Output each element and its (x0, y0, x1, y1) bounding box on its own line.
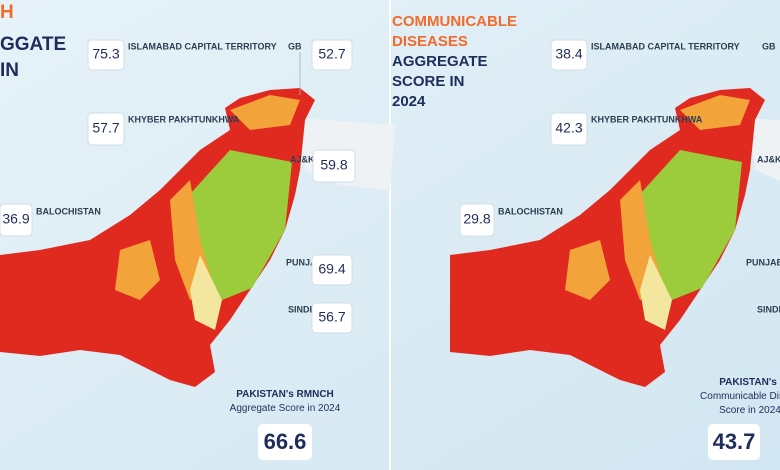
region-name: AJ&K (290, 154, 315, 164)
national-label: Communicable Dis (700, 391, 780, 402)
region-score: 52.7 (318, 46, 345, 62)
title-line: COMMUNICABLE (392, 13, 517, 30)
region-name: SINDH (288, 304, 316, 314)
national-score-box (708, 424, 760, 460)
region-name: ISLAMABAD CAPITAL TERRITORY (591, 41, 740, 51)
score-box (312, 149, 356, 183)
score-box (311, 39, 353, 71)
national-label: PAKISTAN's (719, 377, 777, 388)
region-score: 59.8 (320, 157, 347, 173)
region-name: PUNJAB (286, 257, 324, 267)
score-box (459, 203, 495, 237)
region-name: GB (288, 41, 302, 51)
region-name: BALOCHISTAN (36, 206, 101, 216)
right-panel: COMMUNICABLE DISEASES AGGREGATE SCORE IN… (392, 13, 780, 460)
region-name: PUNJAB (746, 257, 780, 267)
region-score: 29.8 (463, 211, 490, 227)
region-name: SINDH (757, 304, 780, 314)
region-score: 69.4 (318, 261, 345, 277)
left-panel: H GGATE IN 75.3 ISLAMABAD CAPITAL TERRIT… (0, 2, 395, 460)
region-name: ISLAMABAD CAPITAL TERRITORY (128, 41, 277, 51)
score-box (87, 112, 125, 146)
score-box (311, 254, 353, 286)
region-name: GB (762, 41, 776, 51)
title-line: GGATE (0, 34, 66, 55)
score-box (550, 39, 588, 71)
score-box (0, 203, 33, 237)
national-score: 66.6 (264, 429, 307, 454)
title-line: H (0, 2, 14, 23)
score-box (550, 112, 588, 146)
title-line: AGGREGATE (392, 53, 488, 70)
region-name: BALOCHISTAN (498, 206, 563, 216)
national-label: Score in 2024 (719, 405, 780, 416)
region-name: KHYBER PAKHTUNKHWA (591, 114, 703, 124)
region-score: 57.7 (92, 120, 119, 136)
title-line: SCORE IN (392, 73, 465, 90)
national-score: 43.7 (713, 429, 756, 454)
title-line: DISEASES (392, 33, 468, 50)
national-score-box (258, 424, 312, 460)
national-label: PAKISTAN's RMNCH (236, 389, 334, 400)
region-score: 38.4 (555, 46, 582, 62)
region-score: 56.7 (318, 309, 345, 325)
title-line: IN (0, 60, 19, 81)
title-line: 2024 (392, 93, 426, 110)
region-score: 36.9 (2, 211, 29, 227)
national-label: Aggregate Score in 2024 (230, 403, 341, 414)
score-box (87, 39, 125, 71)
region-name: AJ&K (757, 154, 780, 164)
region-name: KHYBER PAKHTUNKHWA (128, 114, 240, 124)
score-box (311, 302, 353, 334)
region-score: 75.3 (92, 46, 119, 62)
region-score: 42.3 (555, 120, 582, 136)
